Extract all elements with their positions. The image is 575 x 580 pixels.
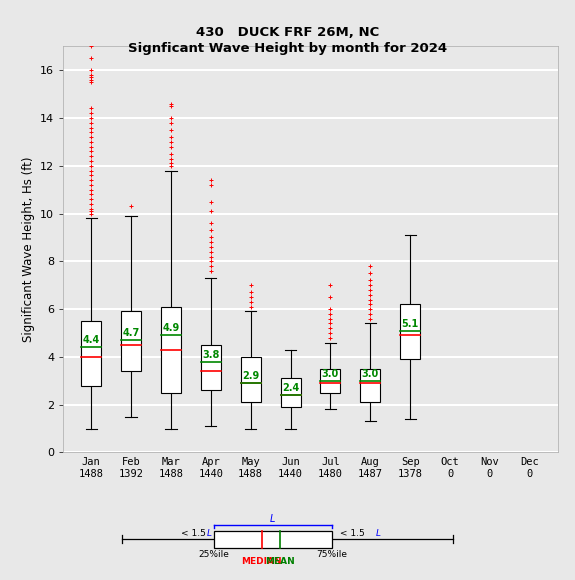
Y-axis label: Significant Wave Height, Hs (ft): Significant Wave Height, Hs (ft) (21, 157, 34, 342)
Bar (241, 357, 260, 403)
Bar (201, 345, 221, 390)
Text: Signficant Wave Height by month for 2024: Signficant Wave Height by month for 2024 (128, 42, 447, 55)
Text: 25%ile: 25%ile (198, 550, 229, 559)
Text: 4.9: 4.9 (162, 324, 179, 334)
Bar (121, 311, 141, 371)
Text: < 1.5: < 1.5 (181, 529, 208, 538)
Bar (361, 369, 380, 403)
Text: 3.8: 3.8 (202, 350, 220, 360)
Text: 3.0: 3.0 (322, 369, 339, 379)
Bar (81, 321, 101, 386)
Bar (320, 369, 340, 393)
Text: 3.0: 3.0 (362, 369, 379, 379)
Bar (214, 531, 332, 548)
Text: 5.1: 5.1 (401, 318, 419, 329)
Text: L: L (376, 529, 381, 538)
Text: L: L (206, 529, 212, 538)
Bar (161, 307, 181, 393)
Text: 2.9: 2.9 (242, 371, 259, 381)
Text: 4.4: 4.4 (83, 335, 100, 346)
Text: L: L (270, 514, 275, 524)
Text: 4.7: 4.7 (122, 328, 140, 338)
Bar (281, 378, 301, 407)
Text: MEAN: MEAN (265, 557, 295, 566)
Text: 75%ile: 75%ile (316, 550, 347, 559)
Text: MEDIAN: MEDIAN (242, 557, 282, 566)
Text: 430   DUCK FRF 26M, NC: 430 DUCK FRF 26M, NC (196, 26, 379, 39)
Text: 2.4: 2.4 (282, 383, 299, 393)
Bar (400, 304, 420, 359)
Text: < 1.5: < 1.5 (337, 529, 368, 538)
